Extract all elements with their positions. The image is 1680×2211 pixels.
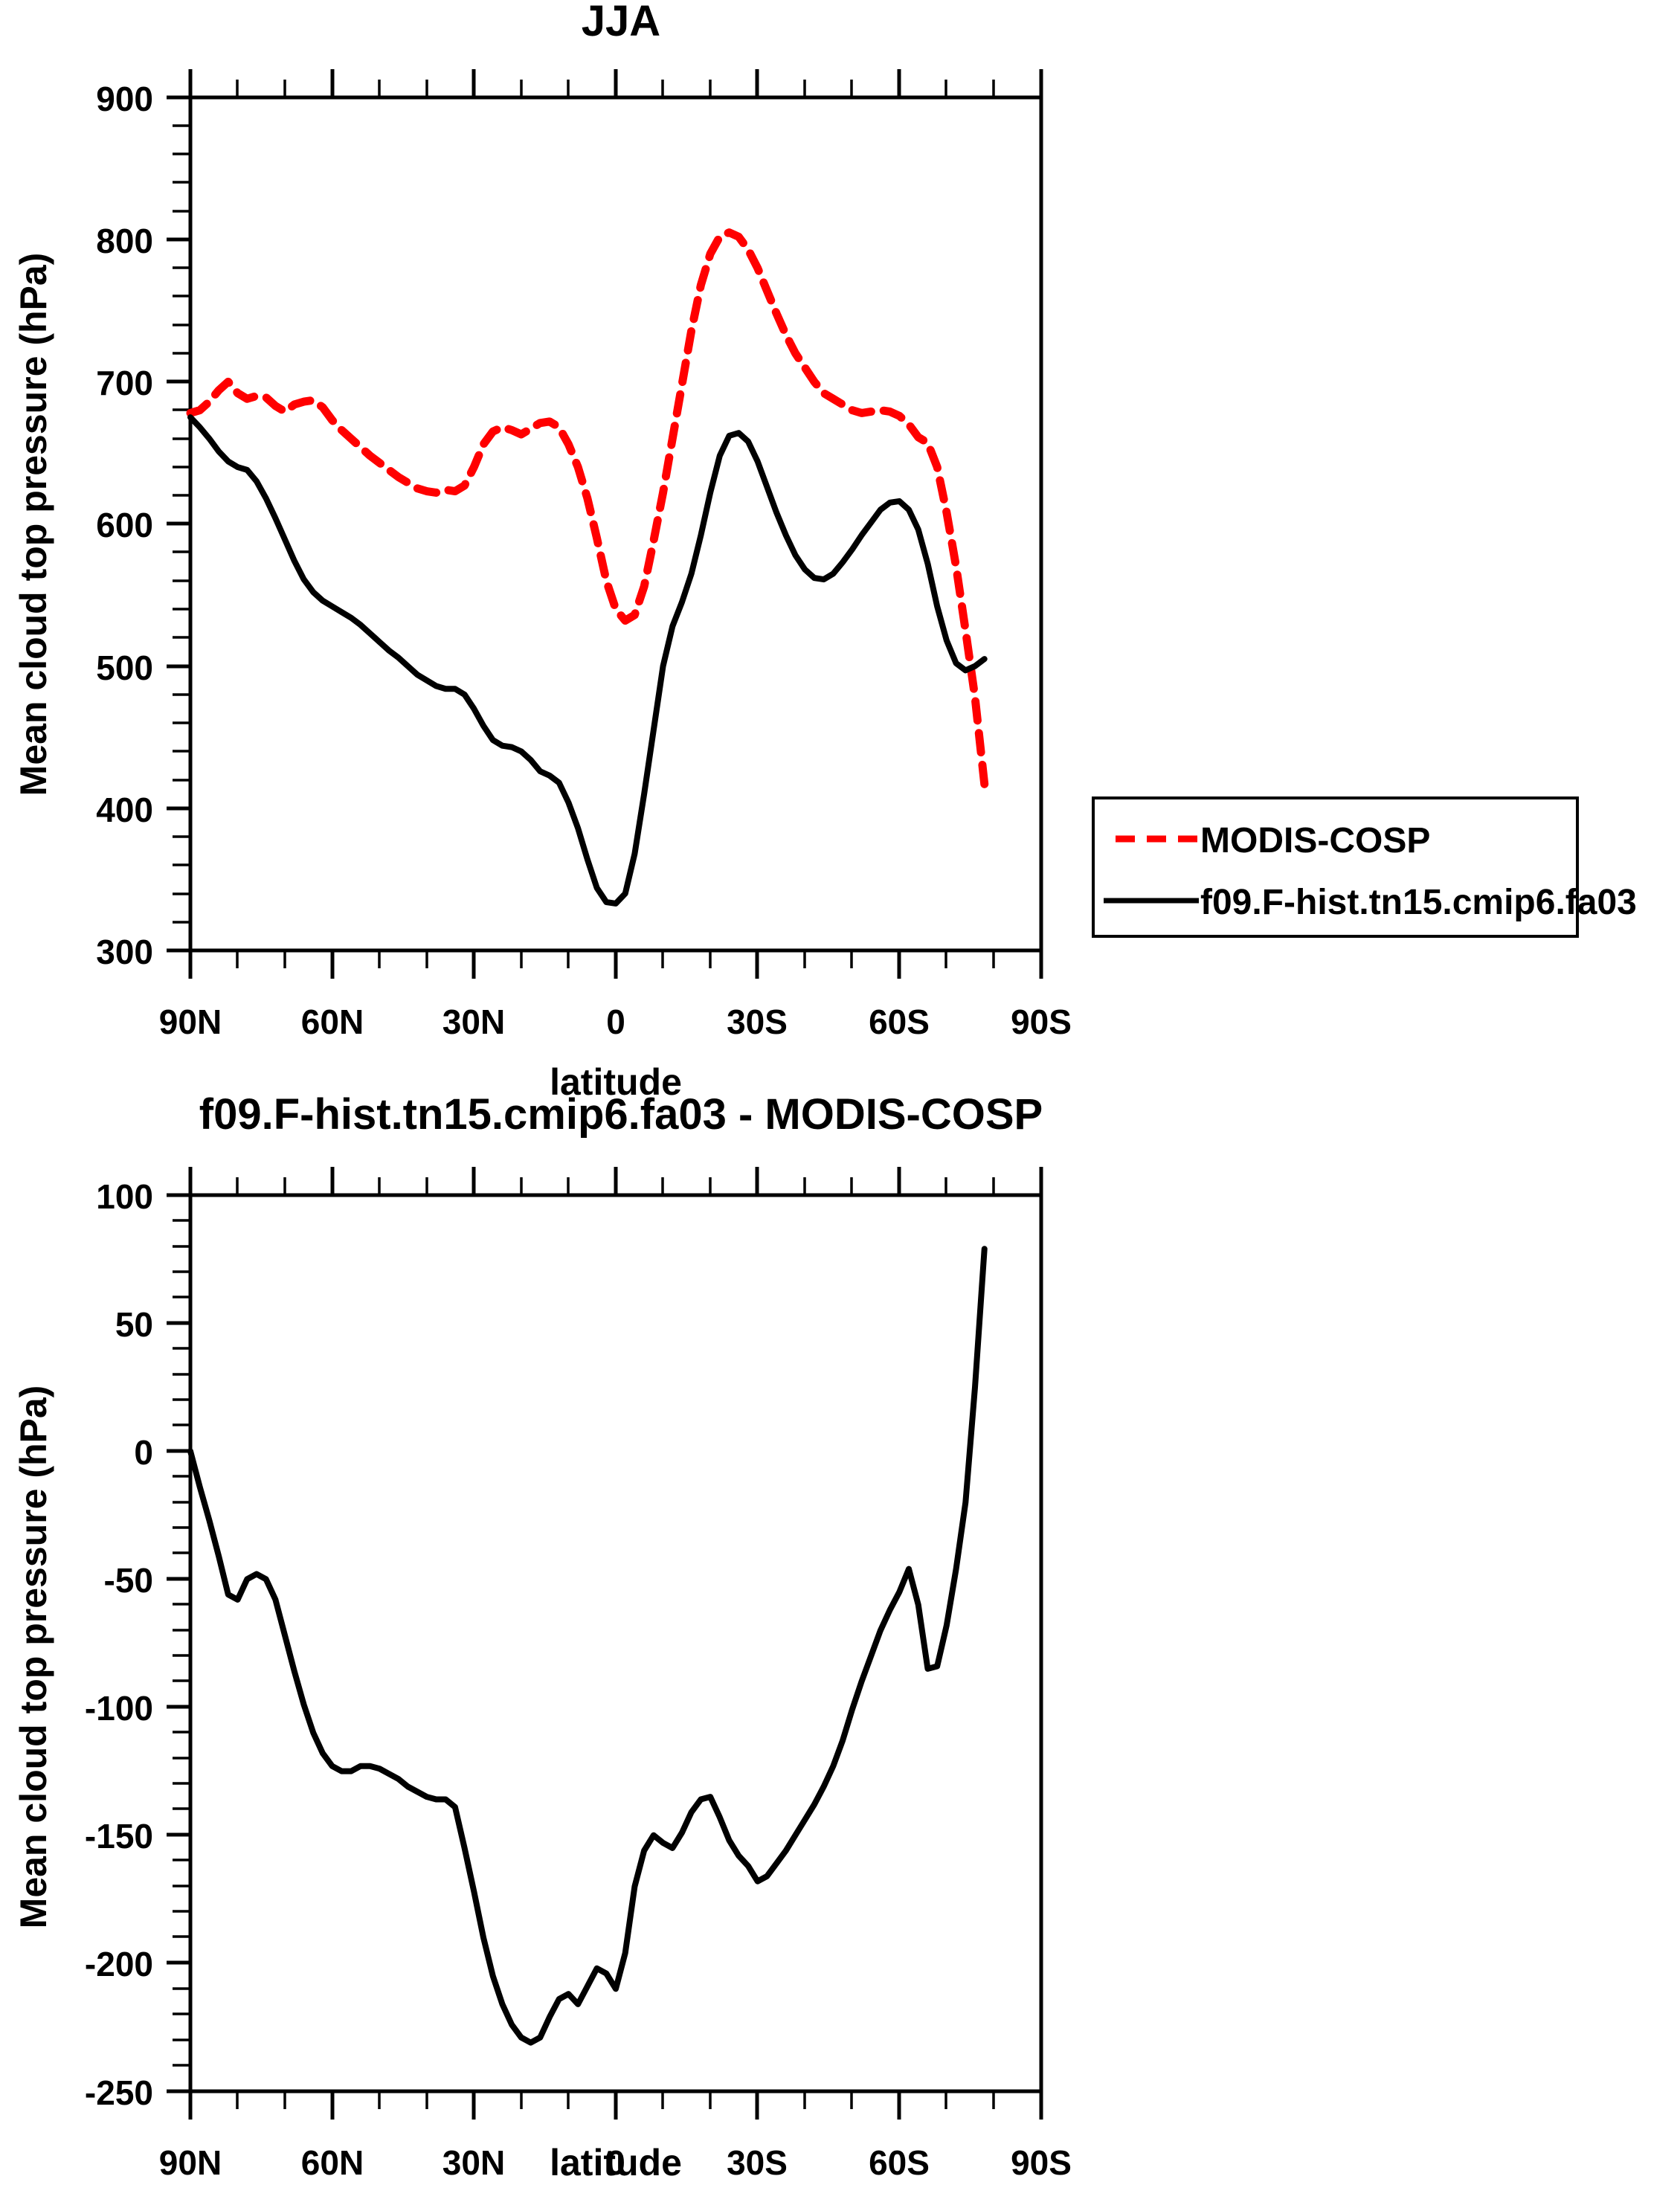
bottom-xtick-60N: 60N: [301, 2143, 364, 2182]
top-xtick-60N: 60N: [301, 1002, 364, 1041]
bottom-ytick-m250: -250: [85, 2073, 153, 2112]
bottom-ytick-m50: -50: [104, 1561, 153, 1600]
bottom-xtick-30S: 30S: [727, 2143, 788, 2182]
legend-label-modis-cosp: MODIS-COSP: [1200, 821, 1430, 860]
bottom-panel-x-axis: 90N 60N 30N 0 30S 60S 90S: [159, 1167, 1072, 2182]
top-panel-x-axis: 90N 60N 30N 0 30S 60S 90S latitude: [159, 69, 1072, 1103]
bottom-ytick-m200: -200: [85, 1945, 153, 1983]
bottom-xtick-0: 0: [606, 2143, 625, 2182]
bottom-xtick-90N: 90N: [159, 2143, 222, 2182]
legend: MODIS-COSP f09.F-hist.tn15.cmip6.fa03: [1092, 796, 1637, 938]
top-ytick-400: 400: [96, 791, 153, 829]
top-panel-chart: JJA Mean cloud top pressure (hPa): [13, 0, 1637, 1103]
top-panel-series-group: [186, 228, 989, 907]
series-line-f09-f-hist-tn15-cmip6-fa03: [187, 414, 988, 907]
top-xtick-60S: 60S: [869, 1002, 930, 1041]
bottom-ytick-m100: -100: [85, 1689, 153, 1728]
bottom-panel-y-axis: 100 50 0 -50 -100 -150 -200 -250: [85, 1177, 190, 2112]
legend-label-f09-model: f09.F-hist.tn15.cmip6.fa03: [1200, 883, 1637, 922]
top-xtick-90N: 90N: [159, 1002, 222, 1041]
bottom-panel-ylabel: Mean cloud top pressure (hPa): [13, 1386, 54, 1929]
top-ytick-600: 600: [96, 506, 153, 544]
bottom-panel-series-group: [187, 1246, 988, 2046]
bottom-ytick-0: 0: [134, 1433, 153, 1472]
top-ytick-900: 900: [96, 80, 153, 118]
bottom-panel-frame: [188, 1193, 1043, 2093]
bottom-panel-title: f09.F-hist.tn15.cmip6.fa03 - MODIS-COSP: [199, 1090, 1043, 1139]
bottom-ytick-m150: -150: [85, 1817, 153, 1856]
top-xtick-30S: 30S: [727, 1002, 788, 1041]
bottom-xtick-60S: 60S: [869, 2143, 930, 2182]
bottom-ytick-50: 50: [115, 1305, 153, 1344]
top-panel-xlabel: latitude: [550, 1061, 682, 1103]
top-xtick-30N: 30N: [442, 1002, 505, 1041]
top-ytick-300: 300: [96, 933, 153, 971]
top-ytick-700: 700: [96, 364, 153, 402]
series-line-modis-cosp: [186, 228, 989, 788]
bottom-panel-xlabel-layer: latitude: [550, 2142, 682, 2183]
top-panel-title: JJA: [582, 0, 660, 45]
series-line-f09-f-hist-tn15-cmip6-fa03-modis-cosp: [187, 1246, 988, 2046]
bottom-panel-xlabel: latitude: [550, 2142, 682, 2183]
top-xtick-90S: 90S: [1011, 1002, 1072, 1041]
bottom-xtick-90S: 90S: [1011, 2143, 1072, 2182]
bottom-panel-chart: f09.F-hist.tn15.cmip6.fa03 - MODIS-COSP …: [13, 1090, 1072, 2182]
legend-box: [1092, 796, 1579, 938]
top-panel-y-axis: 900 800 700 600 500 400 300: [96, 80, 190, 971]
bottom-xtick-30N: 30N: [442, 2143, 505, 2182]
bottom-ytick-100: 100: [96, 1177, 153, 1216]
top-ytick-800: 800: [96, 222, 153, 260]
top-panel-ylabel: Mean cloud top pressure (hPa): [13, 253, 54, 796]
top-ytick-500: 500: [96, 649, 153, 687]
top-xtick-0: 0: [606, 1002, 625, 1041]
